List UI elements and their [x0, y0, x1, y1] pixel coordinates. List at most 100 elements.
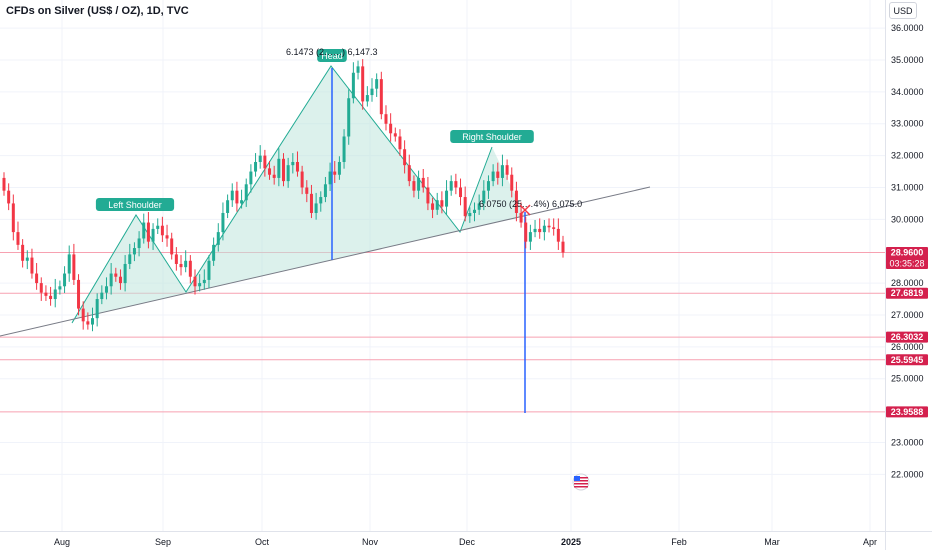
- candle-body: [184, 260, 188, 268]
- candle-body: [254, 161, 258, 172]
- candle-body: [333, 171, 337, 175]
- candle-body: [2, 177, 6, 191]
- pattern-label: Left Shoulder: [108, 200, 162, 210]
- pattern-label: Right Shoulder: [462, 132, 522, 142]
- currency-selector[interactable]: USD: [889, 2, 917, 19]
- pattern-label-box: [450, 130, 534, 143]
- candle-body: [398, 136, 402, 150]
- candle-body: [482, 190, 486, 204]
- price-tick-label: 33.0000: [891, 119, 924, 129]
- price-tick-label: 32.0000: [891, 151, 924, 161]
- candle-body: [53, 289, 57, 300]
- candle-body: [146, 222, 150, 242]
- price-level-value: 25.5945: [891, 355, 924, 365]
- chart-grid: [0, 0, 885, 531]
- price-axis[interactable]: 36.0000 35.0000 34.0000 33.0000 32.0000 31.00…: [885, 0, 929, 550]
- candle-body: [305, 187, 309, 194]
- candle-body: [123, 263, 127, 284]
- candle-body: [49, 295, 53, 300]
- candle-body: [356, 66, 360, 73]
- candle-body: [328, 171, 332, 185]
- candle-body: [347, 98, 351, 137]
- price-tick-label: 34.0000: [891, 87, 924, 97]
- head-measure-label: 6.1473 (2……) 6,147.3: [286, 47, 378, 57]
- bar-countdown: 03:35:28: [889, 259, 924, 269]
- price-level-badge: [886, 331, 928, 343]
- candle-body: [118, 276, 122, 284]
- price-tick-label: 27.0000: [891, 310, 924, 320]
- candle-body: [282, 158, 285, 182]
- candle-body: [561, 241, 565, 253]
- candle-body: [477, 203, 481, 210]
- candle-body: [389, 123, 393, 134]
- time-axis[interactable]: Aug Sep Oct Nov Dec 2025 Feb Mar Apr: [0, 531, 932, 548]
- crosshair-marker: [519, 204, 531, 216]
- candle-body: [132, 248, 136, 255]
- candle-body: [35, 273, 39, 284]
- price-level-value: 26.3032: [891, 332, 924, 342]
- candle-body: [407, 165, 411, 182]
- price-tick-label: 28.0000: [891, 278, 924, 288]
- candle-body: [258, 155, 262, 162]
- candle-body: [319, 197, 323, 204]
- candle-body: [7, 190, 11, 204]
- candle-body: [472, 209, 476, 213]
- candle-body: [379, 79, 383, 115]
- pattern-labels: Left Shoulder Head Right Shoulder 6.1473 (2…: [95, 47, 582, 216]
- candle-body: [151, 228, 155, 242]
- candle-body: [202, 279, 206, 284]
- flag-canton: [574, 476, 580, 481]
- flag-stripe: [574, 483, 588, 485]
- price-level-value: 23.9588: [891, 407, 924, 417]
- candle-body: [486, 181, 490, 191]
- candle-body: [435, 200, 439, 210]
- time-tick-label: Feb: [671, 537, 687, 547]
- time-tick-label: Aug: [54, 537, 70, 547]
- candle-body: [174, 254, 178, 264]
- time-tick-label: Sep: [155, 537, 171, 547]
- candle-body: [314, 203, 318, 213]
- candle-body: [375, 79, 379, 89]
- candle-body: [39, 283, 43, 293]
- candle-body: [514, 190, 518, 213]
- candle-body: [337, 161, 341, 175]
- pattern-fill: [72, 66, 525, 323]
- candle-body: [137, 238, 141, 249]
- candle-body: [142, 222, 146, 239]
- price-tick-label: 25.0000: [891, 374, 924, 384]
- candle-body: [309, 193, 313, 213]
- candle-body: [417, 177, 421, 191]
- candle-body: [370, 88, 374, 96]
- candle-body: [170, 238, 174, 255]
- candle-body: [109, 273, 113, 287]
- candle-body: [426, 187, 430, 204]
- candle-body: [25, 257, 29, 261]
- flag-stripe: [574, 486, 588, 488]
- candle-body: [249, 171, 253, 185]
- candle-body: [519, 212, 523, 223]
- candle-body: [291, 161, 295, 166]
- candle-body: [463, 197, 467, 217]
- candlestick-series: [2, 59, 565, 332]
- candle-body: [86, 321, 90, 325]
- candle-body: [556, 228, 560, 242]
- candle-body: [421, 177, 425, 188]
- candle-body: [235, 190, 239, 204]
- candle-body: [300, 171, 304, 188]
- us-flag-icon: [572, 473, 590, 491]
- candle-body: [81, 308, 85, 322]
- candle-body: [277, 158, 281, 178]
- candle-body: [403, 149, 407, 166]
- price-level-badge: [886, 354, 928, 366]
- time-tick-label: Mar: [764, 537, 780, 547]
- candle-body: [216, 232, 220, 245]
- candle-body: [496, 171, 500, 178]
- candle-body: [491, 171, 495, 182]
- candle-body: [11, 203, 15, 233]
- candle-body: [207, 260, 211, 280]
- candle-body: [412, 181, 416, 191]
- candle-body: [67, 254, 71, 274]
- neckline: [0, 186, 651, 337]
- pattern-label: Head: [321, 51, 343, 61]
